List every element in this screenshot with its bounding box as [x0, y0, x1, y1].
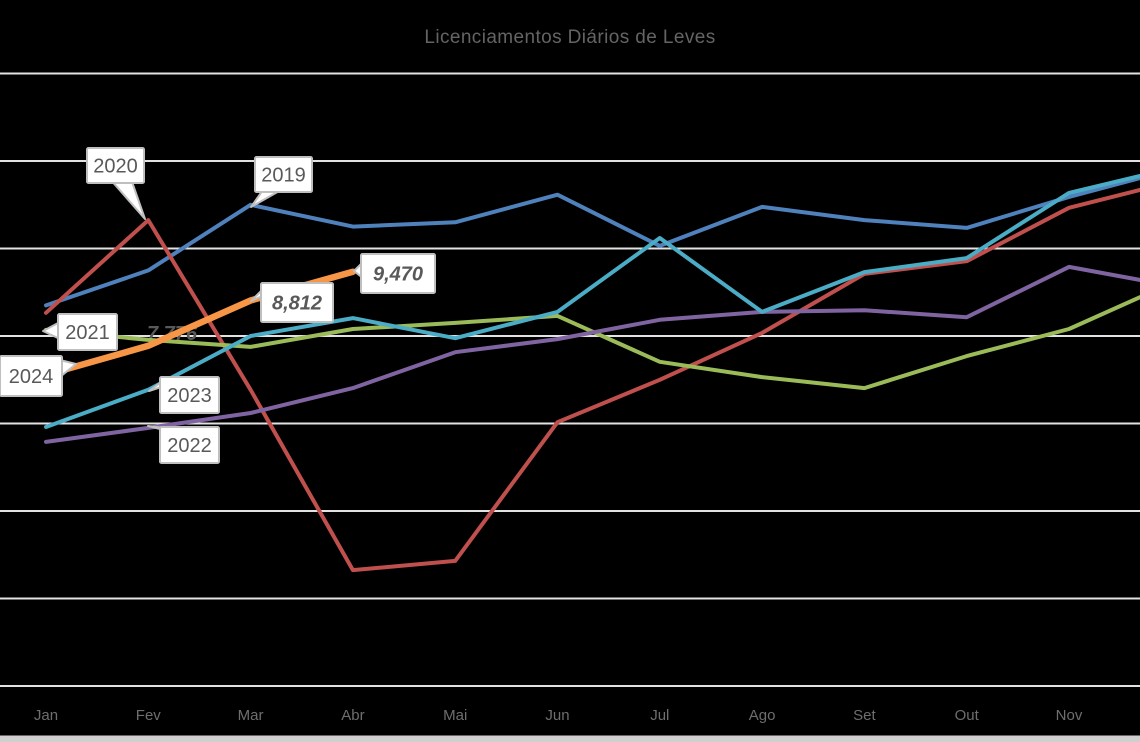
- x-tick-label: Mai: [443, 707, 467, 724]
- x-tick-label: Set: [853, 707, 876, 724]
- x-tick-label: Jan: [34, 707, 58, 724]
- callout-box: [159, 376, 220, 414]
- x-tick-label: Out: [955, 707, 980, 724]
- chart-title: Licenciamentos Diários de Leves: [424, 27, 715, 48]
- callout-label: 2022: [167, 435, 212, 457]
- callout-label: 2019: [261, 165, 306, 187]
- x-tick-label: Ago: [749, 707, 776, 724]
- series-line-2019: [44, 176, 1140, 308]
- callout-2019: 2019: [250, 156, 313, 208]
- x-tick-label: Nov: [1056, 707, 1083, 724]
- callout-box: [86, 147, 145, 184]
- callout-box: [360, 253, 436, 294]
- callout-2024: 2024: [0, 355, 77, 397]
- callout-box: [159, 426, 220, 464]
- callout-2021: 2021: [42, 313, 118, 351]
- callout-label: 8,812: [272, 293, 322, 315]
- callout-2020: 2020: [86, 147, 146, 220]
- series-line-2023: [44, 173, 1140, 429]
- series-line-2020: [44, 187, 1140, 573]
- series-line-2022: [44, 264, 1140, 444]
- callout-8812: 8,812: [250, 282, 334, 323]
- x-tick-label: Jul: [650, 707, 669, 724]
- callout-9470: 9,470: [353, 253, 436, 294]
- callout-label: 2020: [93, 156, 138, 178]
- callout-box: [0, 355, 63, 397]
- x-tick-label: Fev: [136, 707, 162, 724]
- bottom-strip: [0, 735, 1140, 742]
- callout-box: [57, 313, 118, 351]
- callout-box: [260, 282, 334, 323]
- callout-label: 2021: [65, 322, 110, 344]
- callout-box: [254, 156, 313, 193]
- callout-2023: 2023: [148, 376, 220, 414]
- callout-label: 2023: [167, 385, 212, 407]
- callout-label: 9,470: [373, 264, 423, 286]
- x-tick-label: Mar: [238, 707, 264, 724]
- callout-label: 2024: [9, 366, 54, 388]
- x-tick-label: Jun: [545, 707, 569, 724]
- x-tick-label: Abr: [341, 707, 364, 724]
- callout-2022: 2022: [147, 425, 220, 464]
